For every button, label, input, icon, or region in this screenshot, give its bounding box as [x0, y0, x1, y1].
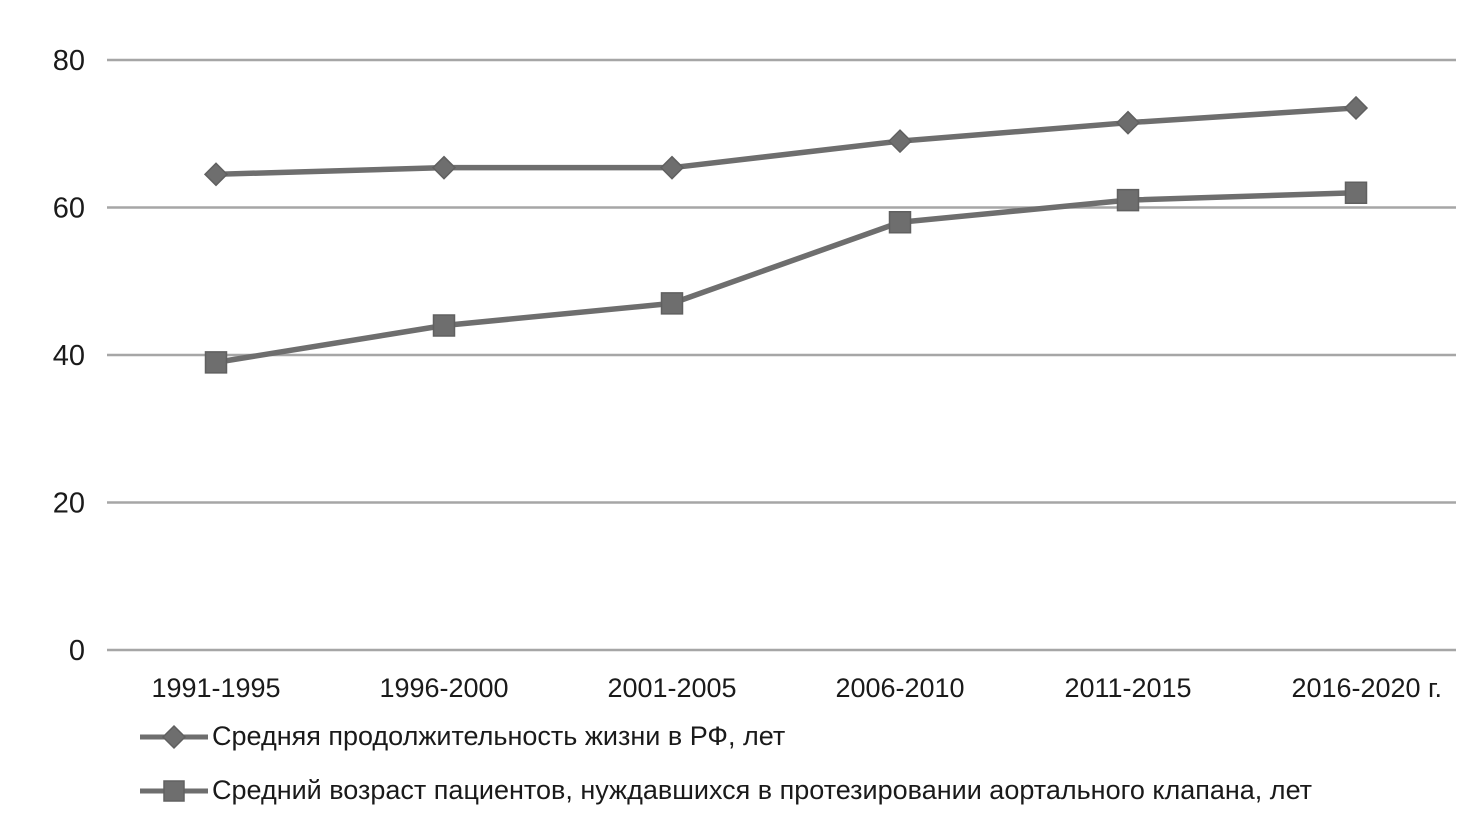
legend-label-patient-age: Средний возраст пациентов, нуждавшихся в… — [212, 774, 1313, 805]
x-tick-label: 1996-2000 — [379, 673, 508, 703]
x-tick-label: 2001-2005 — [607, 673, 736, 703]
series-1-square-marker — [204, 351, 228, 374]
x-tick-label: 2016-2020 — [1291, 673, 1420, 703]
x-tick-label: 1991-1995 — [151, 673, 280, 703]
series-1-square-marker — [888, 211, 912, 234]
legend-label-life-expectancy: Средняя продолжительность жизни в РФ, ле… — [212, 721, 786, 751]
series-0-diamond-marker — [1343, 95, 1369, 120]
series-0-diamond-marker — [203, 162, 229, 187]
legend-item-patient-age: Средний возраст пациентов, нуждавшихся в… — [138, 774, 1313, 806]
series-0-diamond-marker — [1115, 110, 1141, 135]
y-tick-label: 60 — [53, 193, 85, 225]
y-tick-label: 0 — [69, 635, 85, 667]
diamond-series-legend-icon — [140, 724, 208, 749]
series-line-1 — [213, 190, 1359, 366]
y-tick-label: 40 — [53, 340, 85, 372]
series-0-diamond-marker — [431, 155, 457, 180]
legend-item-life-expectancy: Средняя продолжительность жизни в РФ, ле… — [138, 721, 1312, 752]
x-axis-suffix-label: г. — [1428, 673, 1442, 703]
square-series-legend-icon — [140, 779, 208, 802]
x-tick-label: 2006-2010 — [835, 673, 964, 703]
series-1-square-marker — [660, 292, 684, 315]
series-1-square-marker — [432, 314, 456, 337]
x-tick-label: 2011-2015 — [1064, 673, 1191, 703]
y-tick-label: 80 — [53, 45, 85, 77]
series-line-0 — [213, 105, 1359, 178]
series-1-square-marker — [1344, 181, 1368, 204]
series-1-square-marker — [1116, 188, 1140, 212]
series-0-diamond-marker — [887, 129, 913, 154]
y-tick-label: 20 — [53, 488, 85, 520]
series-0-diamond-marker — [659, 155, 685, 180]
chart-legend: Средняя продолжительность жизни в РФ, ле… — [138, 721, 1313, 806]
